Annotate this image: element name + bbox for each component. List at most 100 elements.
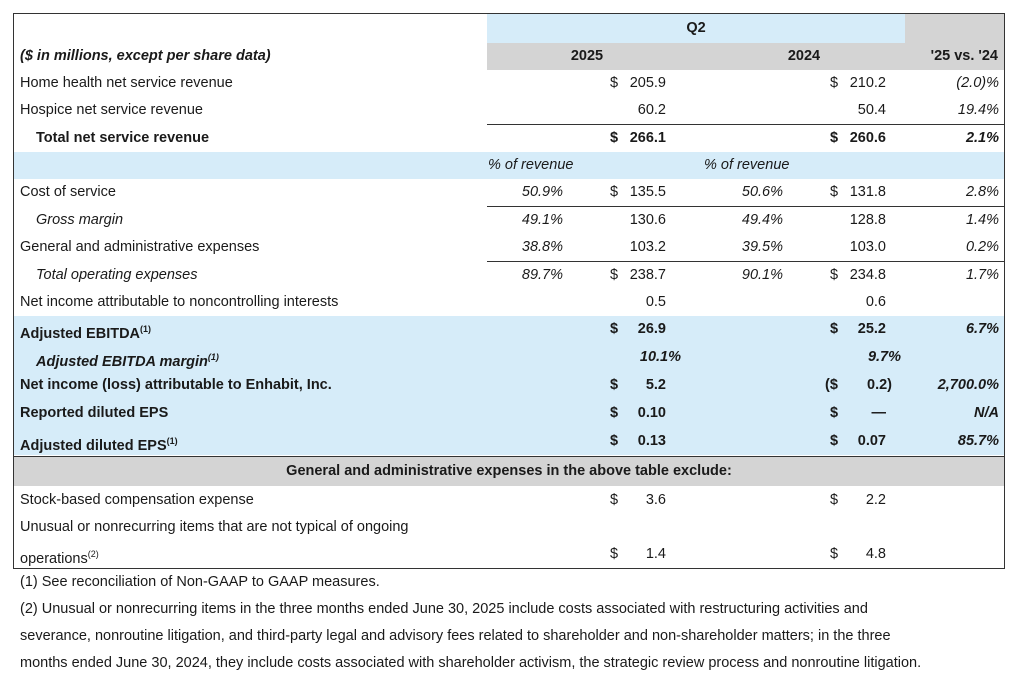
pct-revenue-header-2025: % of revenue — [488, 157, 574, 173]
total-revenue-dollar-2024: $ — [830, 130, 839, 146]
sbc-2025: 3.6 — [645, 492, 666, 508]
ebitda-margin-2024: 9.7% — [867, 349, 901, 365]
year-2024-header: 2024 — [787, 48, 821, 64]
ga-rule — [487, 261, 1005, 262]
net-income-dollar-2025: $ — [610, 377, 619, 393]
ga-2025: 103.2 — [629, 239, 666, 255]
change-header-band — [905, 14, 1004, 70]
home-health-label: Home health net service revenue — [20, 75, 233, 91]
nci-2024: 0.6 — [865, 294, 886, 310]
opex-dollar-2024: $ — [830, 267, 839, 283]
footnote-2-line2: severance, nonroutine litigation, and th… — [20, 628, 891, 644]
adj-ebitda-label: Adjusted EBITDA(1) — [20, 324, 152, 342]
home-health-2024: 210.2 — [849, 75, 886, 91]
adj-ebitda-2024: 25.2 — [857, 321, 886, 337]
exclude-top-rule — [14, 456, 1004, 457]
sbc-2024: 2.2 — [865, 492, 886, 508]
financial-table: Q2 ($ in millions, except per share data… — [13, 13, 1005, 569]
gross-margin-label: Gross margin — [36, 212, 124, 228]
cost-2025: 135.5 — [629, 184, 666, 200]
reported-eps-dollar-2025: $ — [610, 405, 619, 421]
sbc-dollar-2024: $ — [830, 492, 839, 508]
opex-pct-2024: 90.1% — [741, 267, 783, 283]
hospice-2024: 50.4 — [857, 102, 886, 118]
total-revenue-dollar-2025: $ — [610, 130, 619, 146]
home-health-dollar-2025: $ — [610, 75, 619, 91]
adj-eps-label: Adjusted diluted EPS(1) — [20, 436, 178, 454]
adj-eps-2024: 0.07 — [857, 433, 886, 449]
gross-pct-2025: 49.1% — [521, 212, 563, 228]
gross-change: 1.4% — [965, 212, 999, 228]
hospice-label: Hospice net service revenue — [20, 102, 203, 118]
home-health-dollar-2024: $ — [830, 75, 839, 91]
reported-eps-label: Reported diluted EPS — [20, 405, 169, 421]
opex-dollar-2025: $ — [610, 267, 619, 283]
adj-eps-dollar-2024: $ — [830, 433, 839, 449]
adj-ebitda-dollar-2024: $ — [830, 321, 839, 337]
cost-change: 2.8% — [965, 184, 999, 200]
reported-eps-change: N/A — [974, 405, 999, 421]
adj-eps-footnote: (1) — [166, 436, 178, 446]
total-revenue-change: 2.1% — [965, 130, 999, 146]
sbc-label: Stock-based compensation expense — [20, 492, 254, 508]
unusual-footnote: (2) — [87, 549, 99, 559]
reported-eps-2025: 0.10 — [637, 405, 666, 421]
unusual-2025: 1.4 — [645, 546, 666, 562]
home-health-2025: 205.9 — [629, 75, 666, 91]
adj-ebitda-footnote: (1) — [140, 324, 152, 334]
net-income-dollar-2024: ($ — [825, 377, 838, 393]
adj-ebitda-change: 6.7% — [965, 321, 999, 337]
gross-2025: 130.6 — [629, 212, 666, 228]
year-header-band — [487, 43, 905, 70]
cost-rule — [487, 206, 1005, 207]
total-revenue-2024: 260.6 — [849, 130, 886, 146]
cost-2024: 131.8 — [849, 184, 886, 200]
total-revenue-2025: 266.1 — [629, 130, 666, 146]
ebitda-margin-label: Adjusted EBITDA margin(1) — [36, 352, 219, 370]
pct-revenue-header-2024: % of revenue — [704, 157, 790, 173]
cost-pct-2025: 50.9% — [521, 184, 563, 200]
reported-eps-dollar-2024: $ — [830, 405, 839, 421]
exclude-header-band — [14, 457, 1004, 486]
net-income-label: Net income (loss) attributable to Enhabi… — [20, 377, 332, 393]
unusual-dollar-2025: $ — [610, 546, 619, 562]
reported-eps-2024: — — [871, 405, 887, 421]
sbc-dollar-2025: $ — [610, 492, 619, 508]
ebitda-margin-footnote: (1) — [207, 352, 219, 362]
unusual-dollar-2024: $ — [830, 546, 839, 562]
unusual-label-line2: operations(2) — [20, 549, 99, 567]
unusual-label-line1: Unusual or nonrecurring items that are n… — [20, 519, 409, 535]
ebitda-band — [14, 316, 1004, 455]
net-income-change: 2,700.0% — [937, 377, 999, 393]
opex-2024: 234.8 — [849, 267, 886, 283]
revenue-rule — [487, 124, 1005, 125]
opex-pct-2025: 89.7% — [521, 267, 563, 283]
net-income-2025: 5.2 — [645, 377, 666, 393]
unusual-2024: 4.8 — [865, 546, 886, 562]
period-header: Q2 — [686, 20, 706, 36]
adj-eps-dollar-2025: $ — [610, 433, 619, 449]
gross-2024: 128.8 — [849, 212, 886, 228]
year-2025-header: 2025 — [570, 48, 604, 64]
opex-change: 1.7% — [965, 267, 999, 283]
net-income-2024: 0.2) — [867, 377, 892, 393]
cost-pct-2024: 50.6% — [741, 184, 783, 200]
ga-change: 0.2% — [965, 239, 999, 255]
footnote-2-line3: months ended June 30, 2024, they include… — [20, 655, 922, 671]
hospice-change: 19.4% — [957, 102, 999, 118]
gross-pct-2024: 49.4% — [741, 212, 783, 228]
ga-pct-2024: 39.5% — [741, 239, 783, 255]
adj-eps-2025: 0.13 — [637, 433, 666, 449]
ga-2024: 103.0 — [849, 239, 886, 255]
footnote-1: (1) See reconciliation of Non-GAAP to GA… — [20, 574, 380, 590]
label-column-header: ($ in millions, except per share data) — [20, 48, 271, 64]
cost-dollar-2024: $ — [830, 184, 839, 200]
ga-pct-2025: 38.8% — [521, 239, 563, 255]
hospice-2025: 60.2 — [637, 102, 666, 118]
opex-label: Total operating expenses — [36, 267, 198, 283]
change-header: '25 vs. '24 — [930, 48, 998, 64]
cost-of-service-label: Cost of service — [20, 184, 116, 200]
footnote-2-line1: (2) Unusual or nonrecurring items in the… — [20, 601, 868, 617]
nci-label: Net income attributable to noncontrollin… — [20, 294, 339, 310]
adj-ebitda-dollar-2025: $ — [610, 321, 619, 337]
